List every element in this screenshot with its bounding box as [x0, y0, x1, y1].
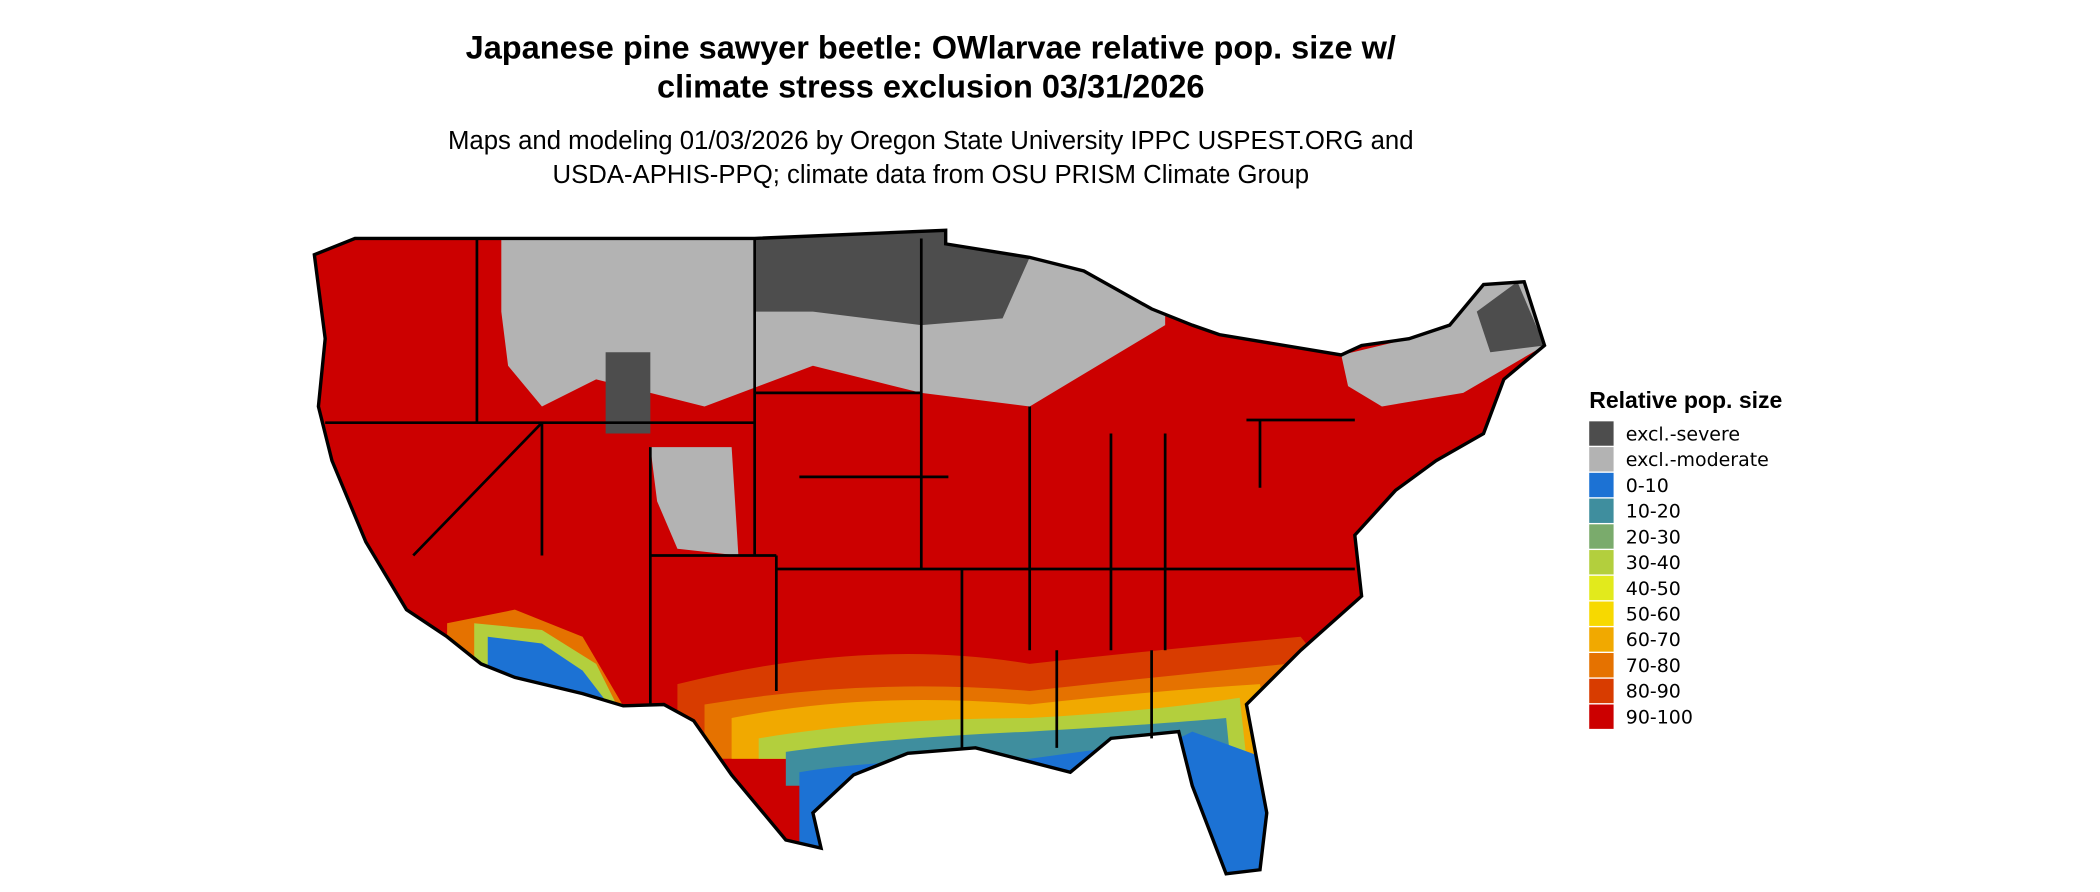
legend-label: 10-20 — [1626, 501, 1681, 523]
legend-label: 70-80 — [1626, 655, 1681, 677]
subtitle-line: Maps and modeling 01/03/2026 by Oregon S… — [448, 127, 1414, 155]
legend-label: 0-10 — [1626, 475, 1669, 497]
legend-label: excl.-moderate — [1626, 449, 1769, 471]
legend-swatch — [1589, 678, 1614, 704]
legend-label: 80-90 — [1626, 681, 1681, 703]
legend-swatch — [1589, 575, 1614, 601]
title-line: climate stress exclusion 03/31/2026 — [657, 69, 1204, 105]
state-lines — [325, 238, 1355, 748]
map-area — [314, 230, 1545, 874]
legend-swatch — [1589, 653, 1614, 678]
legend-swatch — [1589, 472, 1614, 498]
legend-swatch — [1589, 524, 1614, 549]
subtitle-line: USDA-APHIS-PPQ; climate data from OSU PR… — [553, 161, 1310, 189]
header: Japanese pine sawyer beetle: OWlarvae re… — [448, 29, 1414, 189]
legend-swatch — [1589, 421, 1614, 446]
legend-swatch — [1589, 601, 1614, 626]
legend-label: 90-100 — [1626, 706, 1693, 728]
legend-label: excl.-severe — [1626, 423, 1740, 445]
legend-swatch — [1589, 550, 1614, 575]
legend-label: 20-30 — [1626, 526, 1681, 548]
legend-label: 30-40 — [1626, 552, 1681, 574]
legend-swatch — [1589, 498, 1614, 523]
title-line: Japanese pine sawyer beetle: OWlarvae re… — [466, 29, 1396, 65]
legend-label: 60-70 — [1626, 629, 1681, 651]
legend-swatch — [1589, 447, 1614, 472]
legend-swatch — [1589, 627, 1614, 652]
legend-swatch — [1589, 704, 1614, 729]
legend-title: Relative pop. size — [1589, 387, 1782, 413]
legend-label: 40-50 — [1626, 578, 1681, 600]
legend: excl.-severe excl.-moderate 0-10 10-20 20-30… — [1589, 421, 1769, 729]
legend-label: 50-60 — [1626, 603, 1681, 625]
